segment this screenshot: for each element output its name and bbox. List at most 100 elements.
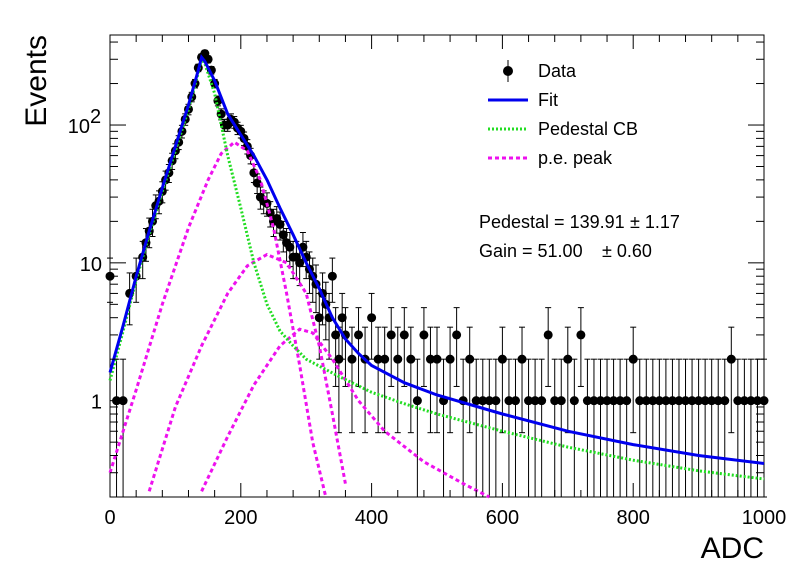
data-point [445, 354, 455, 364]
data-point [576, 330, 586, 340]
pedestal-result: Pedestal = 139.91 [479, 212, 625, 232]
data-point [334, 354, 344, 364]
data-point [285, 242, 295, 252]
data-point [367, 313, 377, 323]
data-point [628, 354, 638, 364]
legend-pedestal-label: Pedestal CB [538, 119, 638, 139]
data-point [694, 396, 704, 406]
data-point [419, 330, 429, 340]
data-point [661, 396, 671, 406]
legend-data-label: Data [538, 61, 577, 81]
data-point [327, 271, 337, 281]
y-tick-label: 10 [68, 116, 90, 138]
data-point [399, 330, 409, 340]
data-point [589, 396, 599, 406]
data-point [465, 354, 475, 364]
data-point [648, 396, 658, 406]
pedestal-error: ± 1.17 [630, 212, 680, 232]
data-point [700, 396, 710, 406]
pe-peak-1-curve [108, 140, 328, 498]
data-point [582, 396, 592, 406]
x-tick-label: 800 [617, 507, 650, 529]
y-tick-label: 1 [91, 392, 102, 414]
data-point [720, 396, 730, 406]
data-point [314, 313, 324, 323]
gain-result: Gain = 51.00 [479, 241, 583, 261]
data-point [504, 396, 514, 406]
x-tick-label: 200 [224, 507, 257, 529]
pe-peak-3-curve [200, 327, 490, 499]
legend-pe_peak-label: p.e. peak [538, 148, 613, 168]
data-point [452, 330, 462, 340]
y-axis-label: Events [20, 35, 53, 127]
x-tick-label: 600 [486, 507, 519, 529]
x-tick-label: 400 [355, 507, 388, 529]
data-point [739, 396, 749, 406]
data-point [484, 396, 494, 406]
x-axis-label: ADC [701, 532, 764, 565]
data-point [550, 396, 560, 406]
data-point [380, 354, 390, 364]
legend: Data Fit Pedestal CB p.e. peak [488, 60, 638, 168]
data-point [543, 330, 553, 340]
y-tick-label: 10 [80, 254, 102, 276]
y-tick-label-exponent: 2 [90, 106, 101, 128]
data-point [406, 354, 416, 364]
legend-data-marker [503, 66, 513, 76]
data-point [726, 354, 736, 364]
data-point [432, 354, 442, 364]
data-point [609, 396, 619, 406]
data-point [252, 178, 262, 188]
data-point [331, 330, 341, 340]
data-point [386, 330, 396, 340]
data-point [667, 396, 677, 406]
legend-fit-label: Fit [538, 90, 558, 110]
data-point [393, 354, 403, 364]
data-point [478, 396, 488, 406]
data-point [471, 396, 481, 406]
x-tick-label: 0 [104, 507, 115, 529]
data-point [641, 396, 651, 406]
data-point [556, 396, 566, 406]
data-point [674, 396, 684, 406]
data-point [497, 354, 507, 364]
data-point [622, 396, 632, 406]
data-point [537, 396, 547, 406]
pe-peak-2-curve [147, 252, 347, 492]
data-point [615, 396, 625, 406]
data-point [530, 396, 540, 406]
data-point [707, 396, 717, 406]
data-point [347, 354, 357, 364]
data-point [337, 313, 347, 323]
data-point [654, 396, 664, 406]
data-point [602, 396, 612, 406]
data-point [278, 230, 288, 240]
data-point [563, 354, 573, 364]
fit-curve [108, 54, 765, 465]
series-layer [105, 49, 769, 499]
data-point [275, 219, 285, 229]
data-point [596, 396, 605, 406]
data-point [569, 396, 579, 406]
data-point [524, 396, 534, 406]
data-point [491, 396, 501, 406]
data-point [295, 258, 305, 268]
gain-error: ± 0.60 [602, 241, 652, 261]
data-point [517, 354, 527, 364]
data-point [425, 354, 435, 364]
data-point [354, 330, 364, 340]
x-tick-label: 1000 [742, 507, 787, 529]
data-point [687, 396, 697, 406]
data-point [713, 396, 723, 406]
data-point [733, 396, 743, 406]
pedestal-cb-curve [108, 55, 765, 481]
data-point [373, 354, 383, 364]
data-point [412, 396, 422, 406]
data-point [681, 396, 691, 406]
data-point [510, 396, 520, 406]
fit-annotations: Pedestal = 139.91 ± 1.17 Gain = 51.00 ± … [479, 212, 680, 261]
